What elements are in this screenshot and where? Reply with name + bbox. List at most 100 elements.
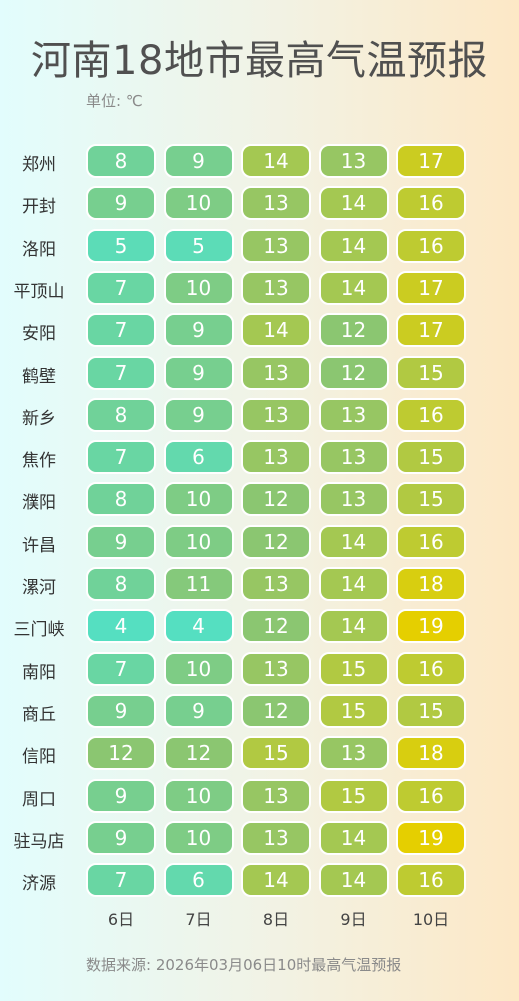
- heatmap-cell: 9: [86, 778, 156, 813]
- heatmap-cell: 13: [318, 736, 389, 771]
- heatmap-cell: 10: [163, 482, 234, 517]
- day-label: 7日: [185, 910, 212, 929]
- heatmap-cell: 9: [163, 397, 234, 432]
- heatmap-cell: 15: [396, 482, 466, 517]
- heatmap-cell: 13: [318, 440, 389, 475]
- city-label: 新乡: [22, 408, 56, 429]
- heatmap-cell: 4: [86, 609, 156, 644]
- heatmap-cell: 10: [163, 270, 234, 305]
- heatmap-cell: 13: [241, 567, 311, 601]
- city-label: 开封: [22, 197, 56, 218]
- heatmap-cell: 10: [163, 186, 234, 221]
- heatmap-cell: 13: [241, 440, 311, 475]
- heatmap-cell: 5: [86, 228, 156, 263]
- heatmap-cell: 15: [396, 355, 466, 390]
- day-label: 8日: [262, 910, 290, 929]
- city-label: 郑州: [22, 155, 56, 175]
- heatmap-cell: 7: [86, 355, 156, 390]
- heatmap-cell: 18: [396, 567, 466, 601]
- heatmap-cell: 14: [241, 313, 311, 348]
- heatmap-cell: 16: [396, 863, 466, 898]
- city-label: 信阳: [22, 747, 56, 768]
- heatmap-cell: 7: [86, 313, 156, 348]
- heatmap-cell: 12: [241, 482, 311, 517]
- heatmap-cell: 12: [241, 524, 311, 559]
- heatmap-cell: 16: [396, 651, 466, 686]
- heatmap-cell: 9: [86, 820, 156, 855]
- day-label: 6日: [107, 910, 135, 929]
- heatmap-cell: 16: [396, 228, 466, 263]
- data-source: 数据来源: 2026年03月06日10时最高气温预报: [86, 956, 402, 974]
- city-label: 济源: [22, 874, 56, 895]
- heatmap-cell: 5: [163, 228, 234, 263]
- city-label: 平顶山: [13, 281, 65, 302]
- unit-label: 单位: ℃: [86, 92, 143, 110]
- heatmap-cell: 17: [396, 313, 466, 348]
- heatmap-cell: 6: [163, 863, 234, 898]
- heatmap-cell: 12: [318, 313, 389, 348]
- heatmap-cell: 16: [396, 778, 466, 813]
- city-label: 漯河: [22, 578, 56, 598]
- heatmap-cell: 13: [241, 186, 311, 221]
- heatmap-cell: 19: [396, 820, 466, 855]
- heatmap-cell: 17: [396, 270, 466, 305]
- heatmap-cell: 11: [163, 567, 234, 601]
- heatmap-cell: 15: [318, 778, 389, 813]
- city-label: 周口: [22, 789, 56, 810]
- heatmap-cell: 9: [86, 186, 156, 221]
- heatmap-cell: 14: [318, 228, 389, 263]
- heatmap-cell: 8: [86, 397, 156, 432]
- heatmap-cell: 17: [396, 144, 466, 178]
- heatmap-cell: 15: [318, 651, 389, 686]
- heatmap-cell: 14: [241, 863, 311, 898]
- heatmap-cell: 4: [163, 609, 234, 644]
- heatmap-cell: 13: [318, 397, 389, 432]
- heatmap-cell: 6: [163, 440, 234, 475]
- heatmap-cell: 14: [241, 144, 311, 178]
- heatmap-cell: 12: [241, 693, 311, 728]
- heatmap-cell: 13: [241, 820, 311, 855]
- heatmap-cell: 14: [318, 524, 389, 559]
- heatmap-cell: 12: [318, 355, 389, 390]
- heatmap-cell: 14: [318, 863, 389, 898]
- heatmap-cell: 15: [241, 736, 311, 771]
- heatmap-cell: 10: [163, 524, 234, 559]
- heatmap-cell: 16: [396, 186, 466, 221]
- heatmap-cell: 8: [86, 482, 156, 517]
- heatmap-cell: 18: [396, 736, 466, 771]
- heatmap-cell: 9: [86, 693, 156, 728]
- city-label: 商丘: [22, 704, 56, 725]
- city-label: 洛阳: [22, 239, 56, 260]
- heatmap-cell: 7: [86, 863, 156, 898]
- heatmap-cell: 7: [86, 440, 156, 475]
- city-label: 驻马店: [13, 831, 65, 852]
- city-label: 许昌: [22, 535, 56, 556]
- heatmap-cell: 13: [241, 778, 311, 813]
- heatmap-cell: 9: [163, 355, 234, 390]
- heatmap-cell: 13: [318, 482, 389, 517]
- heatmap-cell: 13: [241, 228, 311, 263]
- city-label: 濮阳: [22, 493, 56, 514]
- heatmap-cell: 15: [396, 440, 466, 475]
- page-title: 河南18地市最高气温预报: [31, 38, 488, 84]
- heatmap-cell: 9: [86, 524, 156, 559]
- heatmap-cell: 8: [86, 567, 156, 601]
- heatmap-cell: 13: [241, 397, 311, 432]
- heatmap-cell: 15: [318, 693, 389, 728]
- heatmap-cell: 12: [241, 609, 311, 644]
- heatmap-cell: 14: [318, 609, 389, 644]
- heatmap-cell: 12: [163, 736, 234, 771]
- city-label: 南阳: [22, 662, 56, 683]
- heatmap-cell: 14: [318, 567, 389, 601]
- heatmap-cell: 7: [86, 651, 156, 686]
- heatmap-cell: 14: [318, 820, 389, 855]
- heatmap-cell: 10: [163, 778, 234, 813]
- day-label: 10日: [412, 910, 450, 929]
- heatmap-cell: 9: [163, 313, 234, 348]
- heatmap-cell: 14: [318, 270, 389, 305]
- heatmap-cell: 9: [163, 144, 234, 178]
- heatmap-cell: 15: [396, 693, 466, 728]
- heatmap-cell: 10: [163, 651, 234, 686]
- heatmap-cell: 12: [86, 736, 156, 771]
